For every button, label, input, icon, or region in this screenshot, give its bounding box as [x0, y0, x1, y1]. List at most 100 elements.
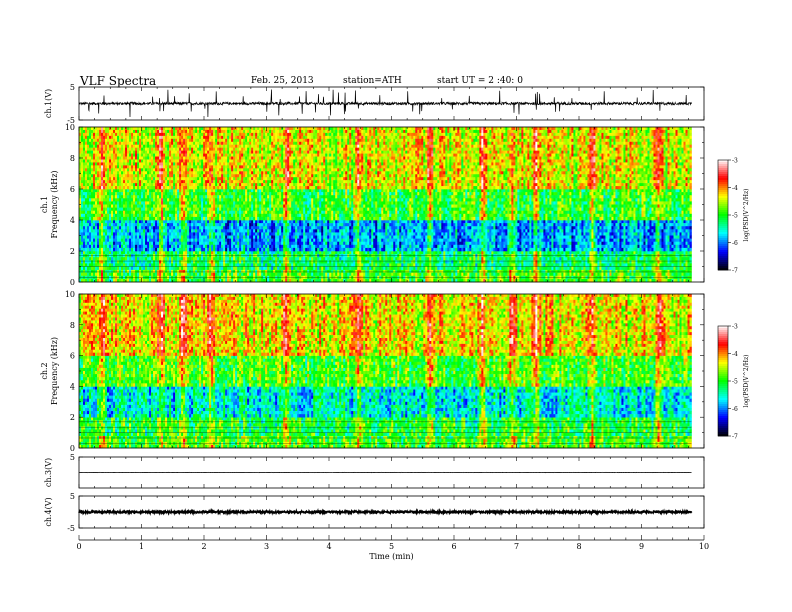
spectrogram-cell	[201, 263, 204, 267]
spectrogram-cell	[443, 260, 446, 264]
spectrogram-cell	[431, 266, 434, 270]
spectrogram-cell	[439, 257, 442, 261]
spectrogram-cell	[261, 269, 264, 273]
spectrogram-cell	[135, 266, 138, 270]
spectrogram-cell	[419, 235, 422, 239]
spectrogram-cell	[131, 272, 134, 277]
spectrogram-cell	[85, 241, 88, 246]
spectrogram-cell	[179, 244, 182, 249]
spectrogram-cell	[103, 263, 106, 267]
spectrogram-cell	[623, 269, 626, 273]
spectrogram-cell	[393, 241, 396, 246]
spectrogram-cell	[231, 278, 234, 283]
spectrogram-cell	[367, 235, 370, 239]
spectrogram-cell	[613, 257, 616, 261]
spectrogram-cell	[81, 223, 84, 227]
spectrogram-cell	[179, 263, 182, 267]
spectrogram-cell	[349, 232, 352, 236]
spectrogram-cell	[471, 257, 474, 261]
spectrogram-cell	[251, 229, 254, 233]
spectrogram-cell	[117, 235, 120, 239]
spectrogram-cell	[353, 251, 356, 255]
spectrogram-cell	[225, 241, 228, 246]
spectrogram-cell	[391, 226, 394, 230]
spectrogram-cell	[157, 260, 160, 264]
spectrogram-cell	[417, 263, 420, 267]
spectrogram-cell	[149, 232, 152, 236]
spectrogram-cell	[249, 257, 252, 261]
spectrogram-cell	[199, 272, 202, 277]
spectrogram-cell	[533, 269, 536, 273]
spectrogram-cell	[583, 257, 586, 261]
spectrogram-cell	[333, 247, 336, 252]
spectrogram-cell	[325, 247, 328, 252]
spectrogram-cell	[107, 241, 110, 246]
spectrogram-cell	[147, 232, 150, 236]
spectrogram-cell	[535, 260, 538, 264]
spectrogram-cell	[169, 278, 172, 283]
spectrogram-cell	[243, 235, 246, 239]
spectrogram-cell	[91, 266, 94, 270]
spectrogram-cell	[313, 229, 316, 233]
spectrogram-cell	[507, 257, 510, 261]
spectrogram-cell	[673, 251, 676, 255]
spectrogram-cell	[499, 251, 502, 255]
spectrogram-cell	[367, 241, 370, 246]
spectrogram-cell	[379, 220, 382, 224]
spectrogram-cell	[425, 260, 428, 264]
spectrogram-cell	[431, 278, 434, 283]
spectrogram-cell	[137, 260, 140, 264]
spectrogram-cell	[449, 257, 452, 261]
spectrogram-cell	[679, 257, 682, 261]
spectrogram-cell	[651, 260, 654, 264]
spectrogram-cell	[163, 247, 166, 252]
spectrogram-cell	[209, 269, 212, 273]
spectrogram-cell	[123, 226, 126, 230]
spectrogram-cell	[93, 263, 96, 267]
spectrogram-cell	[645, 263, 648, 267]
spectrogram-cell	[291, 257, 294, 261]
spectrogram-cell	[163, 238, 166, 242]
spectrogram-cell	[237, 226, 240, 230]
spectrogram-cell	[517, 263, 520, 267]
spectrogram-cell	[203, 223, 206, 227]
spectrogram-cell	[303, 251, 306, 255]
spectrogram-cell	[657, 260, 660, 264]
spectrogram-cell	[255, 269, 258, 273]
spectrogram-cell	[321, 263, 324, 267]
spectrogram-cell	[345, 257, 348, 261]
spectrogram-cell	[423, 220, 426, 224]
spectrogram-cell	[523, 263, 526, 267]
spectrogram-cell	[641, 266, 644, 270]
spectrogram-cell	[213, 266, 216, 270]
spectrogram-cell	[457, 263, 460, 267]
spectrogram-cell	[687, 266, 690, 270]
spectrogram-cell	[163, 232, 166, 236]
spectrogram-cell	[667, 266, 670, 270]
y-tick-label: -5	[67, 116, 75, 125]
spectrogram-cell	[255, 244, 258, 249]
spectrogram-cell	[269, 247, 272, 252]
spectrogram-cell	[99, 232, 102, 236]
spectrogram-cell	[313, 238, 316, 242]
spectrogram-cell	[183, 263, 186, 267]
spectrogram-cell	[361, 226, 364, 230]
spectrogram-cell	[395, 269, 398, 273]
spectrogram-cell	[151, 223, 154, 227]
spectrogram-cell	[299, 226, 302, 230]
spectrogram-cell	[355, 266, 358, 270]
spectrogram-cell	[269, 223, 272, 227]
spectrogram-cell	[179, 235, 182, 239]
spectrogram-cell	[489, 269, 492, 273]
spectrogram-cell	[337, 238, 340, 242]
spectrogram-cell	[229, 251, 232, 255]
spectrogram-cell	[669, 257, 672, 261]
spectrogram-cell	[337, 220, 340, 224]
spectrogram-cell	[633, 257, 636, 261]
spectrogram-cell	[351, 223, 354, 227]
spectrogram-cell	[467, 251, 470, 255]
spectrogram-cell	[651, 251, 654, 255]
spectrogram-cell	[437, 244, 440, 249]
spectrogram-cell	[367, 269, 370, 273]
spectrogram-cell	[259, 244, 262, 249]
